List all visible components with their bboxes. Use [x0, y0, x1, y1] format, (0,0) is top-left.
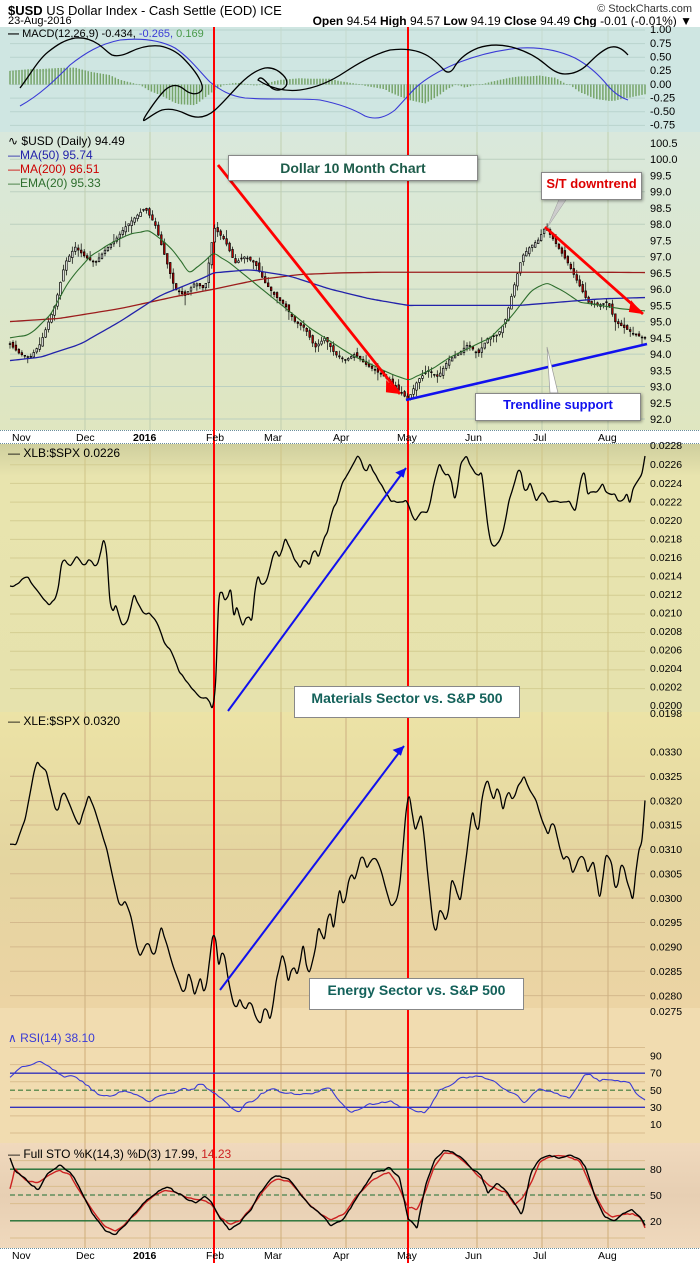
svg-text:10: 10 — [650, 1119, 662, 1131]
svg-text:30: 30 — [650, 1102, 662, 1114]
svg-text:95.5: 95.5 — [650, 300, 671, 312]
svg-text:92.0: 92.0 — [650, 414, 671, 426]
svg-text:Apr: Apr — [333, 1250, 350, 1262]
svg-text:Nov: Nov — [12, 432, 31, 444]
svg-text:0.0280: 0.0280 — [650, 990, 682, 1002]
svg-text:0.25: 0.25 — [650, 65, 671, 77]
svg-text:0.0222: 0.0222 — [650, 497, 682, 509]
svg-text:0.0285: 0.0285 — [650, 966, 682, 978]
svg-text:Jul: Jul — [533, 1250, 546, 1262]
svg-text:70: 70 — [650, 1068, 662, 1080]
svg-text:0.0216: 0.0216 — [650, 552, 682, 564]
svg-text:2016: 2016 — [133, 1250, 157, 1262]
svg-text:0.0295: 0.0295 — [650, 917, 682, 929]
svg-text:93.5: 93.5 — [650, 365, 671, 377]
svg-text:90: 90 — [650, 1051, 662, 1063]
svg-text:97.0: 97.0 — [650, 252, 671, 264]
svg-text:Aug: Aug — [598, 1250, 617, 1262]
svg-text:0.0305: 0.0305 — [650, 868, 682, 880]
svg-text:0.0320: 0.0320 — [650, 795, 682, 807]
svg-text:99.5: 99.5 — [650, 171, 671, 183]
svg-text:0.00: 0.00 — [650, 79, 671, 91]
svg-text:80: 80 — [650, 1164, 662, 1176]
svg-text:50: 50 — [650, 1085, 662, 1097]
svg-text:98.0: 98.0 — [650, 219, 671, 231]
svg-text:0.0315: 0.0315 — [650, 820, 682, 832]
svg-text:95.0: 95.0 — [650, 317, 671, 329]
svg-text:0.0275: 0.0275 — [650, 1006, 682, 1018]
svg-text:May: May — [397, 432, 418, 444]
svg-text:-0.25: -0.25 — [650, 93, 675, 105]
svg-text:0.0214: 0.0214 — [650, 571, 682, 583]
svg-text:0.0208: 0.0208 — [650, 626, 682, 638]
svg-text:Dec: Dec — [76, 1250, 95, 1262]
svg-text:94.5: 94.5 — [650, 333, 671, 345]
svg-text:May: May — [397, 1250, 418, 1262]
svg-text:98.5: 98.5 — [650, 203, 671, 215]
svg-text:97.5: 97.5 — [650, 235, 671, 247]
svg-text:Nov: Nov — [12, 1250, 31, 1262]
svg-text:92.5: 92.5 — [650, 398, 671, 410]
svg-text:0.0210: 0.0210 — [650, 608, 682, 620]
svg-text:0.0310: 0.0310 — [650, 844, 682, 856]
svg-text:Dec: Dec — [76, 432, 95, 444]
svg-text:0.0300: 0.0300 — [650, 893, 682, 905]
svg-text:0.0325: 0.0325 — [650, 771, 682, 783]
svg-text:Aug: Aug — [598, 432, 617, 444]
svg-text:50: 50 — [650, 1190, 662, 1202]
svg-text:0.0226: 0.0226 — [650, 459, 682, 471]
svg-text:99.0: 99.0 — [650, 187, 671, 199]
svg-text:Feb: Feb — [206, 432, 224, 444]
svg-text:100.5: 100.5 — [650, 138, 678, 150]
svg-text:-0.50: -0.50 — [650, 106, 675, 118]
svg-text:Jun: Jun — [465, 1250, 482, 1262]
svg-text:0.75: 0.75 — [650, 38, 671, 50]
svg-text:Feb: Feb — [206, 1250, 224, 1262]
svg-text:Mar: Mar — [264, 1250, 283, 1262]
svg-text:Jul: Jul — [533, 432, 546, 444]
svg-text:0.0206: 0.0206 — [650, 645, 682, 657]
svg-text:0.0330: 0.0330 — [650, 747, 682, 759]
svg-text:Mar: Mar — [264, 432, 283, 444]
svg-text:Jun: Jun — [465, 432, 482, 444]
svg-text:1.00: 1.00 — [650, 24, 671, 36]
svg-text:0.0204: 0.0204 — [650, 663, 682, 675]
svg-text:0.50: 0.50 — [650, 52, 671, 64]
svg-text:2016: 2016 — [133, 432, 157, 444]
svg-text:94.0: 94.0 — [650, 349, 671, 361]
svg-text:96.0: 96.0 — [650, 284, 671, 296]
svg-text:0.0290: 0.0290 — [650, 942, 682, 954]
svg-text:100.0: 100.0 — [650, 154, 678, 166]
svg-text:-0.75: -0.75 — [650, 120, 675, 132]
svg-text:96.5: 96.5 — [650, 268, 671, 280]
svg-text:0.0224: 0.0224 — [650, 478, 682, 490]
svg-text:0.0212: 0.0212 — [650, 589, 682, 601]
svg-text:Apr: Apr — [333, 432, 350, 444]
svg-text:20: 20 — [650, 1216, 662, 1228]
svg-text:0.0198: 0.0198 — [650, 708, 682, 720]
svg-text:0.0202: 0.0202 — [650, 682, 682, 694]
svg-text:0.0218: 0.0218 — [650, 534, 682, 546]
svg-text:0.0220: 0.0220 — [650, 515, 682, 527]
svg-text:93.0: 93.0 — [650, 382, 671, 394]
svg-text:0.0228: 0.0228 — [650, 440, 682, 452]
